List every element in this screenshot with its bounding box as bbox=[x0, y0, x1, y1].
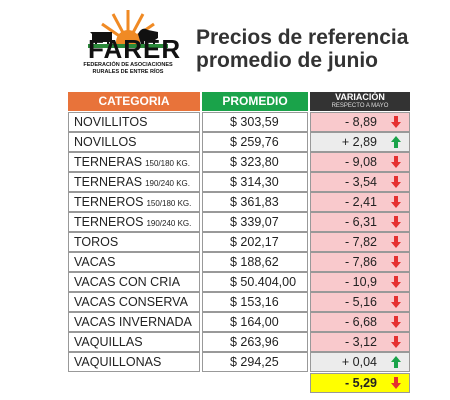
category-name: VAQUILLONAS bbox=[74, 355, 162, 369]
category-name: TOROS bbox=[74, 235, 119, 249]
category-name: TERNEROS bbox=[74, 215, 144, 229]
variation-cell: - 3,54 bbox=[310, 172, 410, 192]
category-cell: VACAS bbox=[68, 252, 200, 272]
price-cell: $ 50.404,00 bbox=[202, 272, 308, 292]
category-detail: 150/180 KG. bbox=[145, 159, 190, 168]
variation-cell: - 3,12 bbox=[310, 332, 410, 352]
arrow-down bbox=[391, 316, 401, 328]
arrow-up bbox=[391, 356, 401, 368]
category-cell: TOROS bbox=[68, 232, 200, 252]
variation-cell: - 5,29 bbox=[310, 373, 410, 393]
variation-cell: - 9,08 bbox=[310, 152, 410, 172]
category-cell: VACAS CON CRIA bbox=[68, 272, 200, 292]
category-cell: NOVILLITOS bbox=[68, 112, 200, 132]
category-cell: TERNEROS 190/240 KG. bbox=[68, 212, 200, 232]
price-cell: $ 164,00 bbox=[202, 312, 308, 332]
price-cell: $ 314,30 bbox=[202, 172, 308, 192]
price-cell: $ 263,96 bbox=[202, 332, 308, 352]
col-header: VARIACIÓN bbox=[335, 92, 385, 102]
category-cell: VAQUILLONAS bbox=[68, 352, 200, 372]
arrow-down bbox=[391, 176, 401, 188]
variation-cell: + 0,04 bbox=[310, 352, 410, 372]
price-cell: $ 323,80 bbox=[202, 152, 308, 172]
variation-value: - 7,82 bbox=[345, 235, 377, 249]
price-cell: $ 188,62 bbox=[202, 252, 308, 272]
logo-graphic bbox=[88, 10, 168, 48]
price-cell: $ 339,07 bbox=[202, 212, 308, 232]
variation-value: - 10,9 bbox=[345, 275, 377, 289]
variation-value: - 5,29 bbox=[345, 376, 377, 390]
logo-name: FARER bbox=[88, 34, 182, 64]
variation-value: - 7,86 bbox=[345, 255, 377, 269]
price-cell: $ 361,83 bbox=[202, 192, 308, 212]
arrow-up bbox=[391, 136, 401, 148]
arrow-down bbox=[391, 377, 401, 389]
category-name: TERNERAS bbox=[74, 155, 143, 169]
category-cell: VACAS INVERNADA bbox=[68, 312, 200, 332]
variation-cell: - 7,86 bbox=[310, 252, 410, 272]
category-cell: TERNERAS 150/180 KG. bbox=[68, 152, 200, 172]
arrow-down bbox=[391, 196, 401, 208]
logo-line: FEDERACIÓN DE ASOCIACIONES bbox=[83, 62, 173, 68]
logo-line: RURALES DE ENTRE RÍOS bbox=[92, 69, 164, 75]
category-name: NOVILLOS bbox=[74, 135, 137, 149]
title: Precios de referencia bbox=[196, 26, 409, 49]
variation-cell: - 5,16 bbox=[310, 292, 410, 312]
price-cell: $ 202,17 bbox=[202, 232, 308, 252]
variation-value: - 6,68 bbox=[345, 315, 377, 329]
arrow-down bbox=[391, 216, 401, 228]
category-name: TERNEROS bbox=[74, 195, 144, 209]
arrow-down bbox=[391, 276, 401, 288]
category-name: VAQUILLAS bbox=[74, 335, 143, 349]
category-cell: TERNEROS 150/180 KG. bbox=[68, 192, 200, 212]
category-cell: VACAS CONSERVA bbox=[68, 292, 200, 312]
category-name: VACAS bbox=[74, 255, 116, 269]
price-cell: $ 259,76 bbox=[202, 132, 308, 152]
variation-value: + 2,89 bbox=[341, 135, 377, 149]
title: promedio de junio bbox=[196, 49, 378, 72]
col-header: PROMEDIO bbox=[202, 92, 308, 111]
variation-value: + 0,04 bbox=[341, 355, 377, 369]
variation-value: - 9,08 bbox=[345, 155, 377, 169]
arrow-down bbox=[391, 256, 401, 268]
variation-value: - 3,54 bbox=[345, 175, 377, 189]
variation-cell: + 2,89 bbox=[310, 132, 410, 152]
arrow-down bbox=[391, 336, 401, 348]
price-cell: $ 153,16 bbox=[202, 292, 308, 312]
category-name: VACAS CONSERVA bbox=[74, 295, 188, 309]
category-name: NOVILLITOS bbox=[74, 115, 148, 129]
price-cell: $ 294,25 bbox=[202, 352, 308, 372]
variation-cell: - 6,68 bbox=[310, 312, 410, 332]
arrow-down bbox=[391, 296, 401, 308]
variation-value: - 8,89 bbox=[345, 115, 377, 129]
variation-cell: - 2,41 bbox=[310, 192, 410, 212]
col-subheader: RESPECTO A MAYO bbox=[331, 103, 389, 109]
category-name: TERNERAS bbox=[74, 175, 143, 189]
price-cell: $ 303,59 bbox=[202, 112, 308, 132]
variation-cell: - 8,89 bbox=[310, 112, 410, 132]
arrow-down bbox=[391, 236, 401, 248]
variation-value: - 3,12 bbox=[345, 335, 377, 349]
category-detail: 190/240 KG. bbox=[146, 219, 192, 228]
arrow-down bbox=[391, 156, 401, 168]
variation-value: - 2,41 bbox=[345, 195, 377, 209]
variation-cell: - 10,9 bbox=[310, 272, 410, 292]
variation-value: - 5,16 bbox=[345, 295, 377, 309]
arrow-down bbox=[391, 116, 401, 128]
col-header: CATEGORIA bbox=[68, 92, 200, 111]
variation-cell: - 7,82 bbox=[310, 232, 410, 252]
category-name: VACAS INVERNADA bbox=[74, 315, 192, 329]
category-cell: TERNERAS 190/240 KG. bbox=[68, 172, 200, 192]
variation-cell: - 6,31 bbox=[310, 212, 410, 232]
variation-value: - 6,31 bbox=[345, 215, 377, 229]
category-name: VACAS CON CRIA bbox=[74, 275, 181, 289]
category-cell: NOVILLOS bbox=[68, 132, 200, 152]
category-cell: VAQUILLAS bbox=[68, 332, 200, 352]
category-detail: 150/180 KG. bbox=[146, 199, 192, 208]
category-detail: 190/240 KG. bbox=[145, 179, 190, 188]
